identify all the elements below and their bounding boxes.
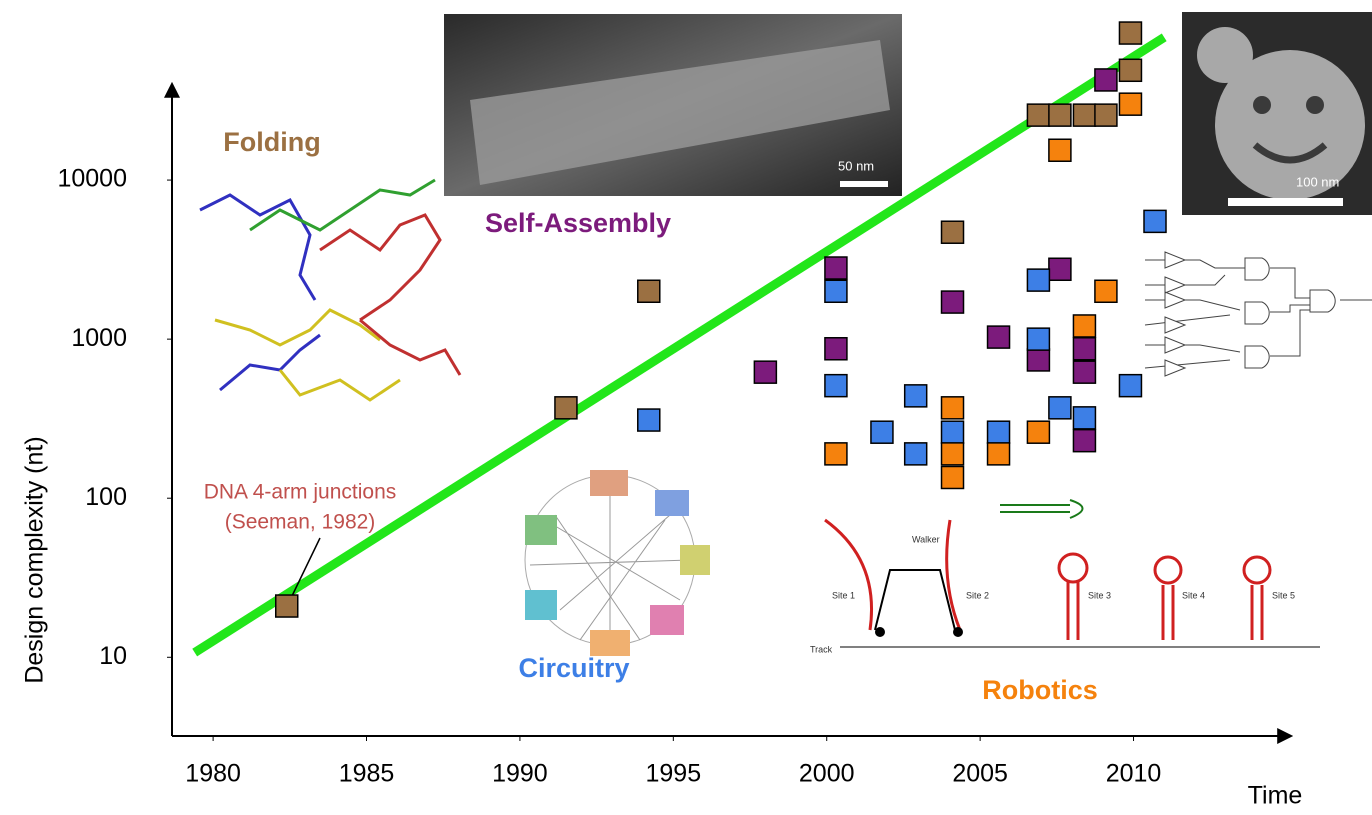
data-point xyxy=(942,443,964,465)
walker-diagram xyxy=(825,500,1320,647)
site-label: Site 3 xyxy=(1088,590,1111,600)
data-point xyxy=(1027,104,1049,126)
x-tick-label: 2000 xyxy=(799,760,855,788)
data-point xyxy=(1049,139,1071,161)
data-point xyxy=(988,326,1010,348)
site-label: Site 4 xyxy=(1182,590,1205,600)
strand-group xyxy=(525,515,557,545)
site-label: Site 2 xyxy=(966,590,989,600)
y-axis-title: Design complexity (nt) xyxy=(21,436,49,683)
data-point xyxy=(1095,69,1117,91)
junction-structure xyxy=(200,180,460,400)
x-tick-label: 1985 xyxy=(339,760,395,788)
logic-circuit xyxy=(1145,252,1372,376)
scale-bar xyxy=(1228,198,1343,206)
y-tick-label: 100 xyxy=(85,483,127,511)
data-point xyxy=(1049,104,1071,126)
data-point xyxy=(942,466,964,488)
data-point xyxy=(1095,280,1117,302)
scale-label: 100 nm xyxy=(1296,174,1339,189)
data-point xyxy=(1073,361,1095,383)
data-point xyxy=(871,421,893,443)
data-point xyxy=(1027,421,1049,443)
data-point xyxy=(1027,269,1049,291)
track-label: Track xyxy=(810,644,833,654)
site-label: Site 5 xyxy=(1272,590,1295,600)
data-point xyxy=(942,291,964,313)
insets: 50 nm 100 nm xyxy=(200,12,1372,656)
data-point xyxy=(825,338,847,360)
data-point xyxy=(1144,210,1166,232)
data-point xyxy=(988,443,1010,465)
series-label: Circuitry xyxy=(518,653,629,683)
data-point xyxy=(825,375,847,397)
x-tick-label: 2005 xyxy=(952,760,1008,788)
series-label: Self-Assembly xyxy=(485,208,671,238)
x-axis-title: Time xyxy=(1248,782,1303,810)
series-label: Folding xyxy=(223,127,320,157)
data-point xyxy=(1073,338,1095,360)
data-point xyxy=(942,397,964,419)
data-point xyxy=(825,443,847,465)
circuit-network xyxy=(525,470,710,656)
scale-bar xyxy=(840,181,888,187)
data-point xyxy=(638,409,660,431)
strand-group xyxy=(650,605,684,635)
data-point xyxy=(1027,349,1049,371)
data-point xyxy=(754,361,776,383)
strand-group xyxy=(655,490,689,516)
data-point xyxy=(1073,430,1095,452)
chart: 50 nm 100 nm xyxy=(0,0,1372,810)
data-point xyxy=(638,280,660,302)
strand-group xyxy=(525,590,557,620)
data-point xyxy=(1095,104,1117,126)
x-tick-label: 1980 xyxy=(185,760,241,788)
data-point xyxy=(905,443,927,465)
scale-label: 50 nm xyxy=(838,158,874,173)
strand-group xyxy=(680,545,710,575)
y-tick-label: 10 xyxy=(99,642,127,670)
data-point xyxy=(1073,104,1095,126)
annotation: DNA 4-arm junctions xyxy=(204,481,397,504)
data-point xyxy=(1119,59,1141,81)
data-point xyxy=(555,397,577,419)
data-point xyxy=(1073,407,1095,429)
data-point xyxy=(942,421,964,443)
x-tick-label: 1990 xyxy=(492,760,548,788)
y-tick-label: 10000 xyxy=(57,165,127,193)
data-point xyxy=(1073,315,1095,337)
x-tick-label: 1995 xyxy=(646,760,702,788)
data-point xyxy=(1119,375,1141,397)
smiley-ear xyxy=(1197,27,1253,83)
strand-group xyxy=(590,630,630,656)
data-point xyxy=(942,221,964,243)
data-point xyxy=(1119,22,1141,44)
walker-label: Walker xyxy=(912,534,940,544)
data-point xyxy=(276,595,298,617)
smiley-eye xyxy=(1253,96,1271,114)
site-label: Site 1 xyxy=(832,590,855,600)
data-point xyxy=(1119,93,1141,115)
series-label: Robotics xyxy=(982,675,1098,705)
data-point xyxy=(905,385,927,407)
page: 50 nm 100 nm xyxy=(0,0,1372,810)
data-point xyxy=(1049,397,1071,419)
y-tick-label: 1000 xyxy=(71,324,127,352)
data-point xyxy=(988,421,1010,443)
smiley-eye xyxy=(1306,96,1324,114)
strand-group xyxy=(590,470,628,496)
data-point xyxy=(825,257,847,279)
x-tick-label: 2010 xyxy=(1106,760,1162,788)
data-point xyxy=(1027,328,1049,350)
annotation: (Seeman, 1982) xyxy=(225,511,376,534)
data-point xyxy=(825,280,847,302)
data-point xyxy=(1049,258,1071,280)
